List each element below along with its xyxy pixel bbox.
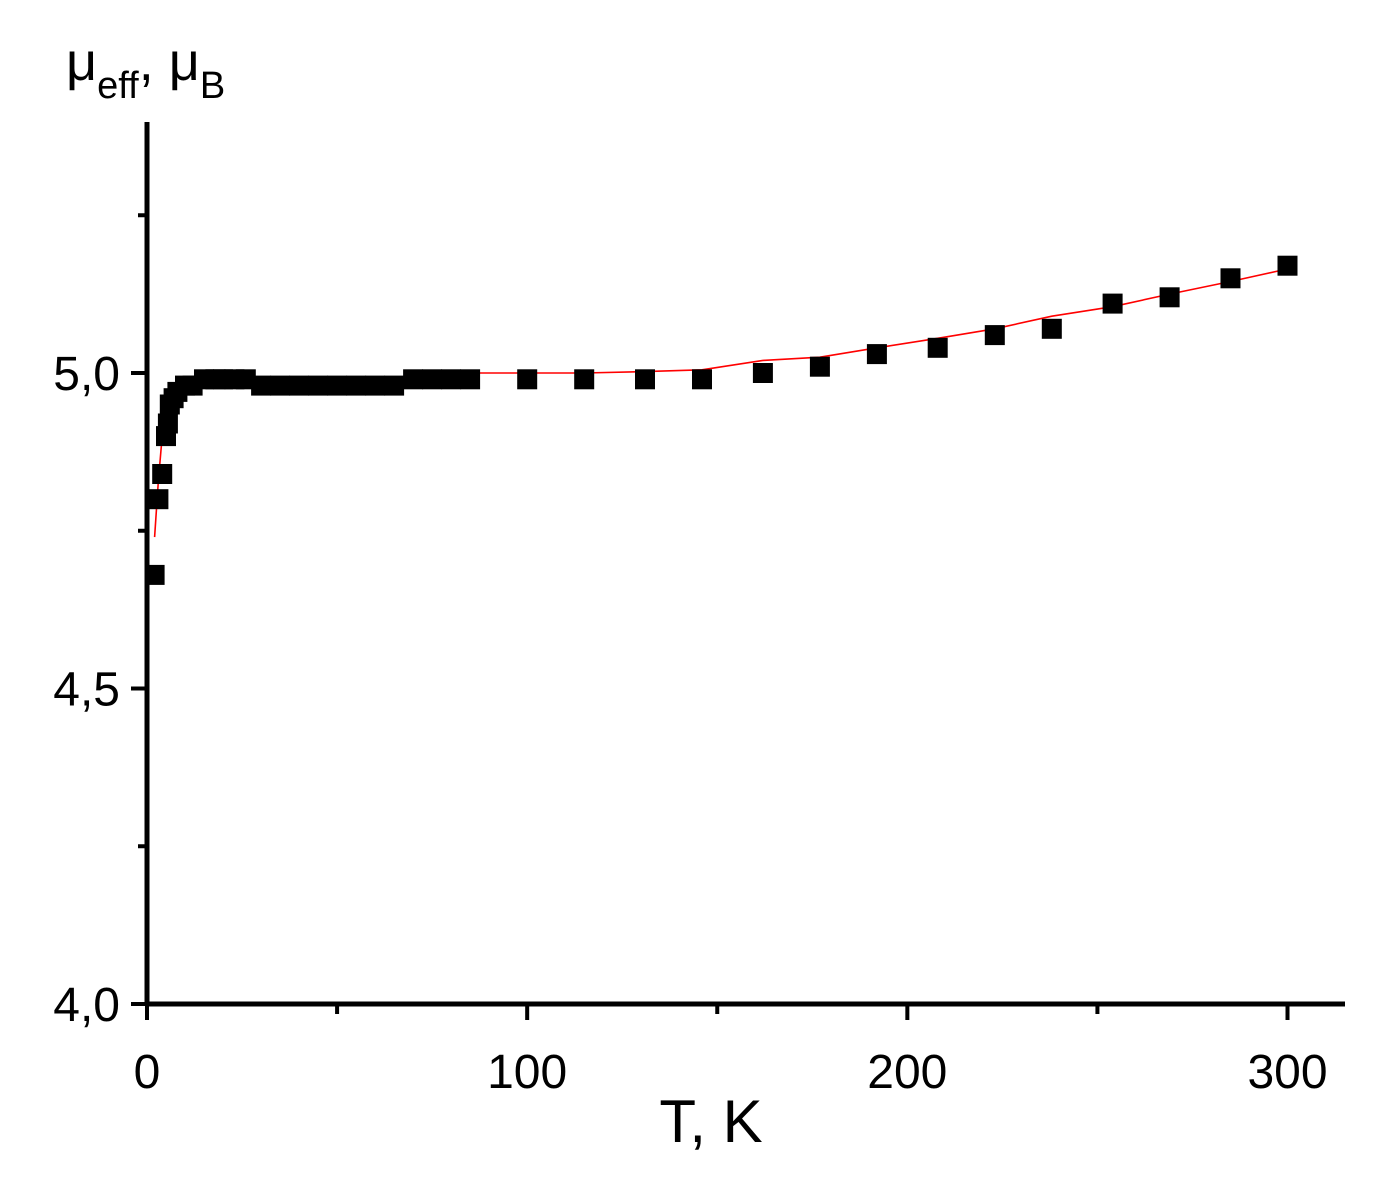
x-tick-label: 300 <box>1247 1046 1327 1099</box>
x-tick-label: 0 <box>134 1046 161 1099</box>
data-point <box>635 369 655 390</box>
y-axis-title-separator: , <box>139 32 169 92</box>
data-point <box>441 369 462 390</box>
y-axis-title-unit-subscript: B <box>200 65 225 107</box>
data-point <box>1220 268 1241 289</box>
tick-labels: 0 100 200 300 4,0 4,5 5,0 <box>53 348 1327 1099</box>
y-axis-title-main: μ <box>66 32 97 92</box>
data-point <box>152 464 173 484</box>
data-point <box>289 375 310 396</box>
data-point <box>422 369 443 390</box>
data-point <box>157 413 178 434</box>
data-point <box>752 363 773 383</box>
data-point <box>346 375 367 396</box>
data-point <box>327 375 348 396</box>
y-tick-label: 5,0 <box>53 348 120 401</box>
data-point <box>384 375 405 396</box>
data-point <box>460 369 481 390</box>
data-point <box>517 369 538 390</box>
y-axis-title-main-subscript: eff <box>97 65 139 107</box>
y-tick-label: 4,5 <box>53 664 120 717</box>
data-point <box>927 337 948 358</box>
x-axis-title: T, K <box>659 1088 762 1155</box>
points-layer <box>144 255 1298 585</box>
data-point <box>809 356 830 377</box>
axes <box>144 122 1345 1007</box>
data-point <box>1159 287 1180 308</box>
x-tick-label: 100 <box>487 1046 567 1099</box>
data-point <box>692 369 712 390</box>
ticks <box>131 213 1290 1020</box>
data-point <box>984 325 1005 346</box>
data-point <box>866 344 887 365</box>
data-point <box>574 369 595 390</box>
data-point <box>251 375 272 396</box>
data-point <box>1102 293 1123 314</box>
y-axis-title: μeff, μB <box>66 32 225 107</box>
data-point <box>270 375 291 396</box>
x-tick-label: 200 <box>867 1046 947 1099</box>
data-point <box>403 369 424 390</box>
data-point <box>144 564 165 585</box>
data-point <box>1277 255 1298 276</box>
data-point <box>365 375 386 396</box>
y-axis-title-unit: μ <box>169 32 200 92</box>
data-point <box>308 375 329 396</box>
y-tick-label: 4,0 <box>53 979 120 1032</box>
data-point <box>235 369 256 390</box>
data-point <box>148 489 169 510</box>
data-point <box>1041 318 1062 339</box>
